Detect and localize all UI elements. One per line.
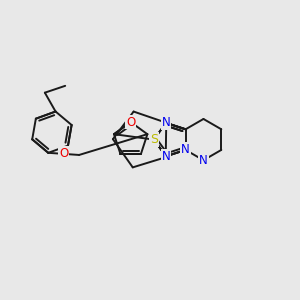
Text: N: N: [162, 150, 170, 163]
Text: O: O: [59, 147, 68, 161]
Text: N: N: [181, 143, 190, 156]
Text: N: N: [162, 116, 170, 129]
Text: S: S: [150, 133, 158, 146]
Text: N: N: [199, 154, 208, 167]
Text: O: O: [126, 116, 135, 128]
